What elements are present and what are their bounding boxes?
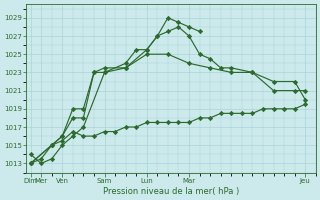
X-axis label: Pression niveau de la mer( hPa ): Pression niveau de la mer( hPa ) <box>103 187 239 196</box>
